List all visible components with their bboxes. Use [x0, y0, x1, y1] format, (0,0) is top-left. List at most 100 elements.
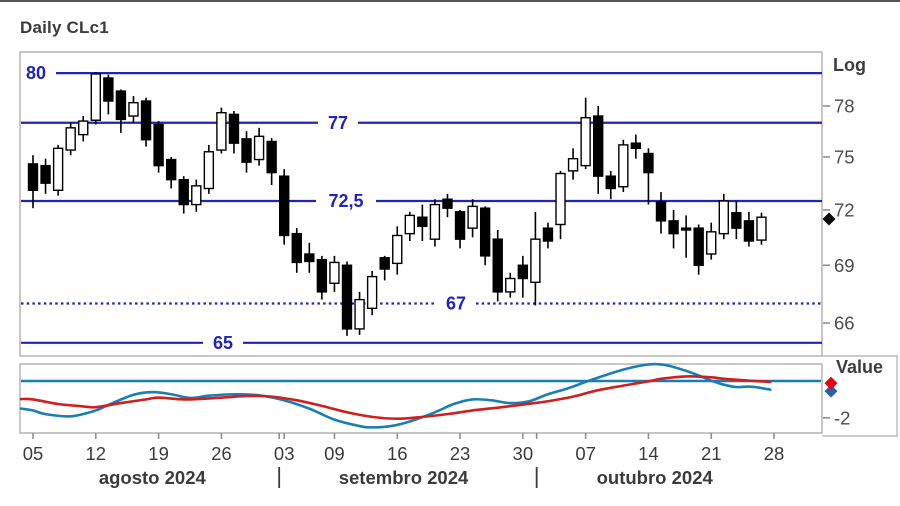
window-top-border: [0, 0, 900, 2]
candle: [693, 224, 704, 275]
candle: [379, 255, 390, 281]
x-axis-week-label: 09: [324, 443, 345, 464]
candle: [40, 158, 51, 194]
candle: [743, 211, 755, 247]
x-axis-week-label: 19: [148, 443, 169, 464]
candle: [191, 179, 202, 212]
candle: [429, 199, 441, 247]
value-axis-tick-label: -2: [834, 407, 850, 428]
price-chart-area[interactable]: [20, 52, 822, 356]
candle: [417, 204, 428, 242]
candle: [756, 212, 767, 245]
candle: [479, 206, 491, 266]
candle: [392, 226, 403, 275]
x-axis-week-label: 28: [764, 443, 785, 464]
candle: [366, 270, 378, 316]
x-axis-week-label: 16: [387, 443, 408, 464]
candle: [316, 255, 328, 300]
indicator-line-red: [19, 375, 772, 421]
candle: [153, 121, 164, 173]
x-axis-week-label: 23: [450, 443, 471, 464]
candle: [279, 169, 290, 245]
month-label: outubro 2024: [597, 467, 714, 488]
level-label: 77: [328, 113, 348, 133]
candle: [542, 222, 554, 249]
candle: [266, 138, 277, 185]
month-label: setembro 2024: [339, 467, 469, 488]
candle: [555, 170, 566, 240]
x-axis-week-label: 21: [701, 443, 722, 464]
price-axis-tick-label: 78: [834, 96, 855, 117]
candle: [304, 242, 315, 273]
level-label: 80: [26, 63, 46, 83]
indicator-marker-blue-diamond: [824, 384, 838, 398]
candle: [228, 111, 240, 154]
indicator-line-blue: [19, 362, 772, 429]
price-axis-tick-label: 69: [834, 255, 855, 276]
candle: [103, 74, 114, 115]
x-axis-week-label: 14: [638, 443, 659, 464]
candle: [630, 134, 642, 159]
candle: [241, 131, 252, 173]
candle: [291, 228, 302, 273]
indicator-chart-area[interactable]: [20, 364, 822, 433]
level-label: 65: [213, 333, 233, 353]
month-label: agosto 2024: [99, 467, 207, 488]
x-axis-week-label: 12: [86, 443, 107, 464]
candle: [341, 261, 353, 336]
candle: [655, 192, 667, 234]
candle: [404, 211, 415, 242]
candle: [78, 116, 89, 142]
candle: [178, 176, 189, 214]
candle: [165, 156, 177, 189]
candle: [718, 193, 729, 240]
candle: [253, 127, 265, 166]
chart-title: Daily CLc1: [20, 18, 109, 37]
candle: [505, 272, 516, 298]
candle: [354, 291, 365, 335]
candle: [140, 97, 152, 147]
candle: [680, 215, 692, 258]
candle: [567, 148, 579, 180]
month-separator: [535, 467, 538, 488]
candle: [52, 144, 64, 196]
candle: [115, 89, 127, 133]
candle: [203, 144, 215, 194]
candle: [530, 211, 541, 306]
indicator-marker-red-diamond: [824, 376, 838, 390]
price-axis-tick-label: 75: [834, 146, 855, 167]
candle: [128, 96, 139, 123]
candle: [517, 255, 529, 298]
candle: [643, 148, 654, 205]
candle: [593, 106, 604, 194]
level-label: 67: [446, 293, 466, 313]
candle: [706, 222, 717, 260]
candle: [442, 193, 453, 218]
x-axis-week-label: 07: [575, 443, 596, 464]
x-axis-week-label: 03: [274, 443, 295, 464]
x-axis-week-label: 05: [23, 443, 44, 464]
last-price-diamond-marker: [822, 212, 836, 226]
value-axis-box: [822, 355, 898, 437]
value-axis-label: Value: [836, 357, 884, 377]
candle: [65, 122, 76, 156]
candle: [580, 97, 591, 170]
price-panel-border: [19, 51, 823, 357]
month-separator: [278, 467, 281, 488]
candle: [731, 200, 742, 240]
candle: [329, 255, 340, 292]
log-scale-label: Log: [833, 55, 866, 75]
candle: [90, 72, 102, 125]
candle: [216, 107, 227, 154]
candle: [492, 229, 503, 302]
candle: [605, 170, 616, 200]
candle: [668, 209, 679, 249]
level-label: 72,5: [328, 191, 363, 211]
price-axis-tick-label: 66: [834, 313, 855, 334]
candle: [467, 199, 478, 238]
candle: [454, 209, 466, 249]
x-axis-week-label: 30: [513, 443, 534, 464]
x-axis-week-label: 26: [211, 443, 232, 464]
